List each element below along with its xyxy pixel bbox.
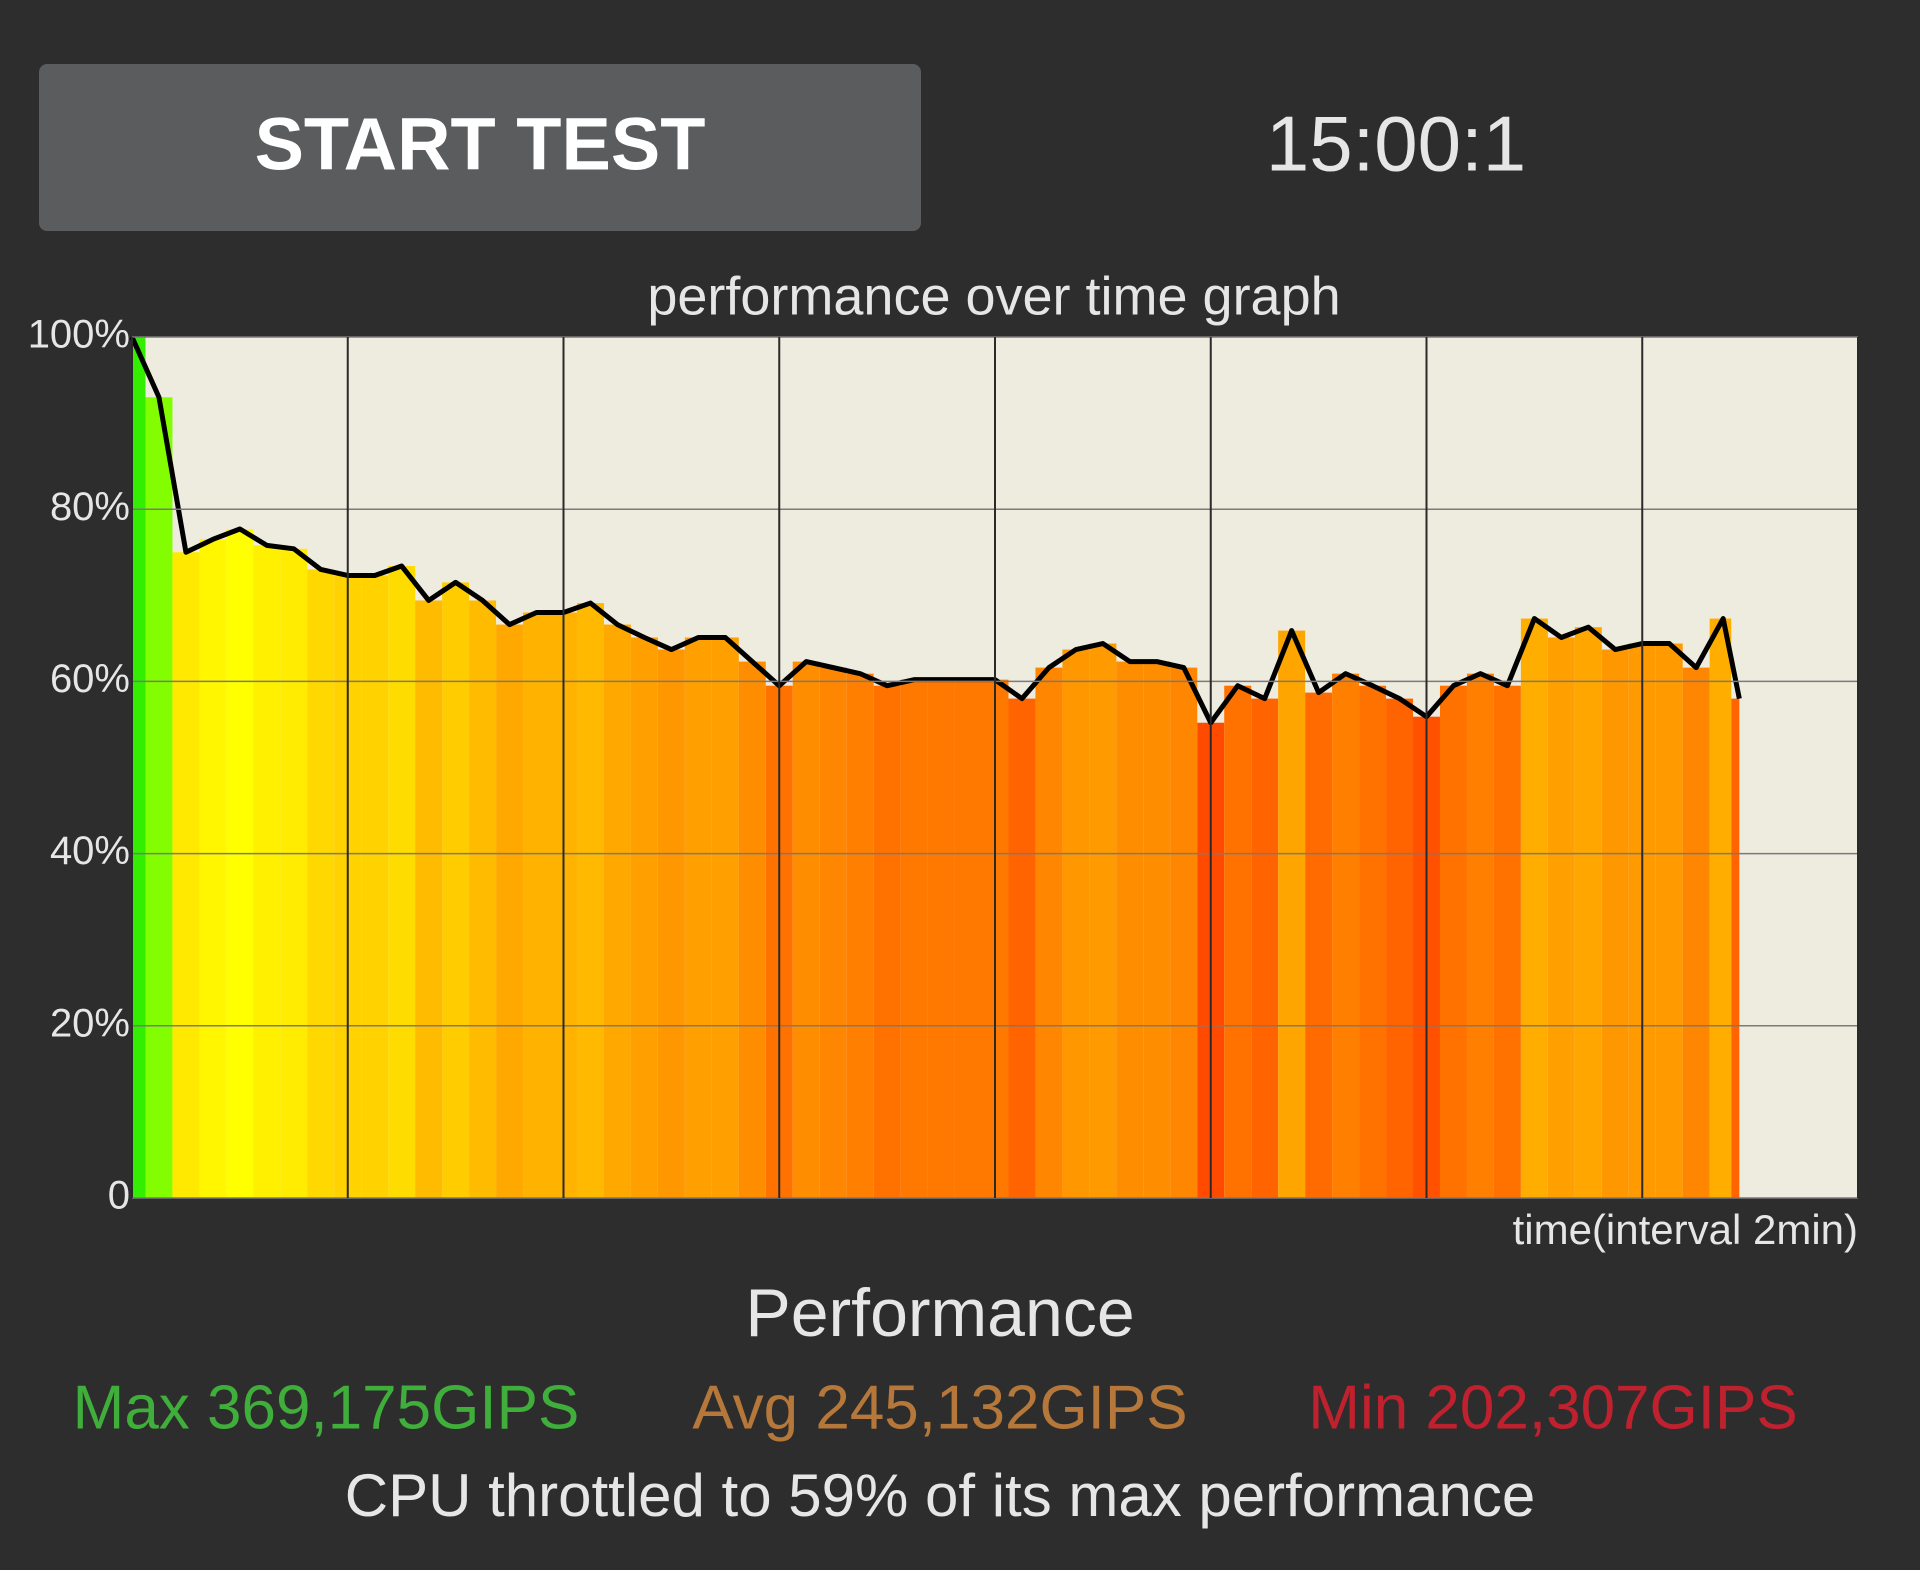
performance-bar [1332, 673, 1360, 1198]
performance-bar [280, 548, 308, 1198]
performance-bar [1224, 685, 1252, 1198]
performance-bar [819, 667, 847, 1198]
performance-bar [630, 637, 658, 1198]
y-tick-label: 80% [50, 485, 130, 529]
avg-stat: Avg 245,132GIPS [692, 1373, 1187, 1442]
performance-bar [1089, 643, 1117, 1198]
performance-bar [1251, 698, 1279, 1198]
performance-bar [132, 337, 146, 1198]
y-tick-label: 20% [50, 1001, 130, 1045]
max-stat: Max 369,175GIPS [73, 1373, 580, 1442]
performance-bar [1493, 685, 1521, 1198]
performance-bar [1520, 618, 1548, 1198]
performance-bar [1731, 698, 1740, 1198]
timer: 15:00:1 [1266, 100, 1526, 188]
performance-line [129, 335, 1742, 726]
performance-bar [1709, 618, 1732, 1198]
start-button[interactable] [39, 64, 921, 231]
performance-bar [1655, 643, 1683, 1198]
performance-bar [307, 569, 335, 1198]
performance-bar [1035, 667, 1063, 1198]
performance-bar [199, 539, 227, 1198]
performance-bar [361, 575, 389, 1198]
performance-bar [1386, 698, 1414, 1198]
performance-bar [846, 673, 874, 1198]
performance-bar [954, 679, 982, 1198]
performance-bar [927, 679, 955, 1198]
performance-bar [1116, 661, 1144, 1198]
chart-title: performance over time graph [647, 266, 1340, 326]
performance-bar [684, 637, 712, 1198]
performance-bar [1682, 667, 1710, 1198]
performance-bar [469, 600, 497, 1198]
summary: CPU throttled to 59% of its max performa… [345, 1462, 1536, 1529]
performance-bar [415, 600, 443, 1198]
performance-bar [1574, 627, 1602, 1198]
performance-bar [873, 685, 901, 1198]
y-tick-label: 0 [108, 1174, 130, 1218]
performance-bar [900, 679, 928, 1198]
y-tick-label: 100% [28, 313, 130, 357]
performance-bar [657, 649, 685, 1198]
min-stat: Min 202,307GIPS [1308, 1373, 1797, 1442]
performance-bar [711, 637, 739, 1198]
y-tick-label: 60% [50, 657, 130, 701]
performance-bar [603, 624, 631, 1198]
performance-bar [1062, 649, 1090, 1198]
performance-bar [388, 566, 416, 1198]
performance-bar [1008, 698, 1036, 1198]
performance-bar [1466, 673, 1494, 1198]
x-axis-label: time(interval 2min) [1513, 1206, 1858, 1253]
stats-heading: Performance [745, 1275, 1134, 1351]
plot [129, 335, 1859, 1199]
performance-bar [145, 397, 173, 1198]
performance-bar [442, 582, 470, 1198]
performance-bar [496, 624, 524, 1198]
performance-bar [1601, 649, 1629, 1198]
performance-bar [226, 529, 254, 1198]
performance-bar [1439, 685, 1467, 1198]
performance-bar [792, 661, 820, 1198]
performance-bar [1170, 667, 1198, 1198]
performance-bar [1547, 637, 1575, 1198]
y-tick-label: 40% [50, 829, 130, 873]
start-button-label[interactable]: START TEST [255, 103, 706, 186]
performance-bar [1359, 685, 1387, 1198]
performance-bar [172, 552, 200, 1198]
performance-bar [523, 612, 551, 1198]
performance-bar [253, 545, 281, 1198]
performance-bar [1305, 692, 1333, 1198]
performance-bar [1143, 661, 1171, 1198]
performance-bar [738, 661, 766, 1198]
performance-bar [1278, 630, 1306, 1198]
performance-bar [576, 603, 604, 1198]
